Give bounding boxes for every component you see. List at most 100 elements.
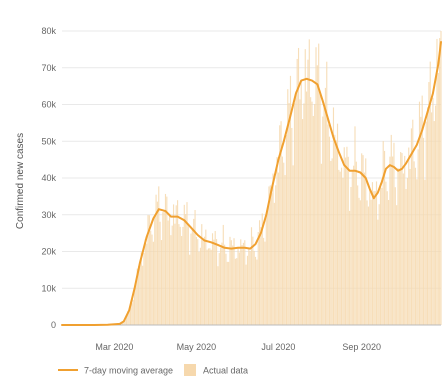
actual-data-bar — [203, 236, 206, 325]
actual-data-bar — [331, 158, 333, 325]
actual-data-bar — [181, 236, 183, 325]
actual-data-bar — [199, 247, 201, 325]
actual-data-bar — [182, 226, 184, 325]
actual-data-bar — [142, 265, 144, 325]
actual-data-bar — [346, 146, 348, 325]
actual-data-bar — [189, 254, 191, 325]
actual-data-bar — [311, 101, 313, 325]
actual-data-bar — [190, 233, 192, 325]
actual-data-bar — [405, 189, 407, 325]
actual-data-bar — [338, 169, 340, 325]
moving-average-line — [61, 41, 442, 326]
actual-data-bar — [230, 240, 232, 325]
actual-data-bar — [424, 179, 426, 325]
actual-data-bar — [425, 121, 427, 325]
actual-data-bar — [121, 322, 124, 325]
actual-data-bar — [164, 193, 167, 325]
actual-data-bar — [414, 167, 417, 325]
y-tick-label: 0 — [51, 320, 56, 330]
actual-data-bar — [222, 224, 224, 325]
actual-data-bar — [135, 282, 137, 325]
actual-data-bar — [260, 227, 262, 325]
actual-data-bar — [288, 103, 290, 325]
actual-data-bar — [287, 89, 289, 326]
actual-data-bar — [312, 115, 314, 325]
actual-data-bar — [375, 181, 378, 325]
actual-data-bar — [123, 321, 125, 325]
actual-data-bar — [353, 165, 355, 325]
actual-data-bar — [207, 248, 210, 325]
actual-data-bar — [147, 215, 149, 325]
actual-data-bar — [217, 266, 219, 325]
actual-data-bar — [404, 155, 406, 325]
actual-data-bar — [382, 141, 384, 325]
y-axis-label: Confirmed new cases — [15, 133, 26, 229]
actual-data-bar — [417, 149, 419, 325]
actual-data-bar — [440, 31, 442, 325]
actual-data-bar — [275, 185, 277, 325]
actual-data-bar — [220, 247, 222, 325]
actual-data-bar — [237, 248, 239, 325]
actual-data-bar — [392, 156, 394, 325]
actual-data-bar — [134, 288, 136, 325]
y-tick-label: 20k — [41, 247, 56, 257]
actual-data-bar — [339, 171, 341, 325]
actual-data-bar — [398, 171, 400, 325]
actual-data-bar — [355, 161, 357, 325]
actual-data-bar — [205, 229, 207, 325]
actual-data-bar — [124, 319, 126, 325]
actual-data-bar — [171, 225, 173, 325]
actual-data-bar — [198, 251, 200, 325]
actual-data-bar — [413, 161, 415, 325]
actual-data-bar — [202, 238, 204, 325]
actual-data-bar — [162, 212, 164, 325]
actual-data-bar — [136, 268, 138, 325]
actual-data-bar — [378, 204, 380, 325]
actual-data-bar — [254, 256, 257, 325]
actual-data-bar — [330, 160, 332, 325]
actual-data-bar — [303, 103, 305, 325]
actual-data-bar — [193, 218, 195, 325]
actual-data-bar — [252, 236, 254, 325]
actual-data-bar — [191, 229, 193, 325]
actual-data-bar — [256, 259, 258, 325]
actual-data-bar — [246, 255, 249, 325]
actual-data-bar — [412, 119, 414, 325]
actual-data-bar — [289, 75, 292, 325]
actual-data-bar — [388, 199, 390, 325]
actual-data-bar — [248, 248, 250, 325]
actual-data-bar — [280, 121, 282, 325]
actual-data-bar — [432, 97, 434, 326]
actual-data-bar — [179, 226, 181, 325]
x-tick-label: Jul 2020 — [261, 342, 295, 352]
actual-data-bar — [326, 61, 328, 326]
actual-data-bar — [394, 187, 396, 325]
actual-data-bar — [273, 202, 275, 325]
actual-data-bar — [131, 303, 133, 325]
actual-data-bar — [214, 230, 216, 325]
actual-data-bar — [210, 249, 212, 325]
actual-data-bar — [393, 142, 395, 325]
actual-data-bar — [335, 140, 337, 325]
actual-data-bar — [144, 238, 146, 325]
actual-data-bar — [146, 243, 148, 325]
actual-data-bar — [233, 238, 235, 325]
actual-data-bar — [225, 253, 227, 325]
actual-data-bar — [327, 124, 329, 325]
actual-data-bar — [371, 182, 374, 325]
actual-data-bar — [172, 204, 175, 325]
actual-data-bar — [349, 210, 351, 325]
actual-data-bar — [310, 97, 312, 326]
y-tick-label: 50k — [41, 136, 56, 146]
actual-data-bar — [389, 156, 391, 325]
actual-data-bar — [347, 156, 349, 325]
legend: 7-day moving average Actual data — [58, 364, 248, 376]
actual-data-bar — [175, 205, 177, 325]
actual-data-bar — [242, 242, 245, 325]
actual-data-bar — [163, 210, 165, 325]
actual-data-bar — [174, 223, 176, 325]
actual-data-bar — [359, 200, 361, 325]
actual-data-bar — [315, 47, 317, 325]
actual-data-bar — [218, 252, 220, 325]
